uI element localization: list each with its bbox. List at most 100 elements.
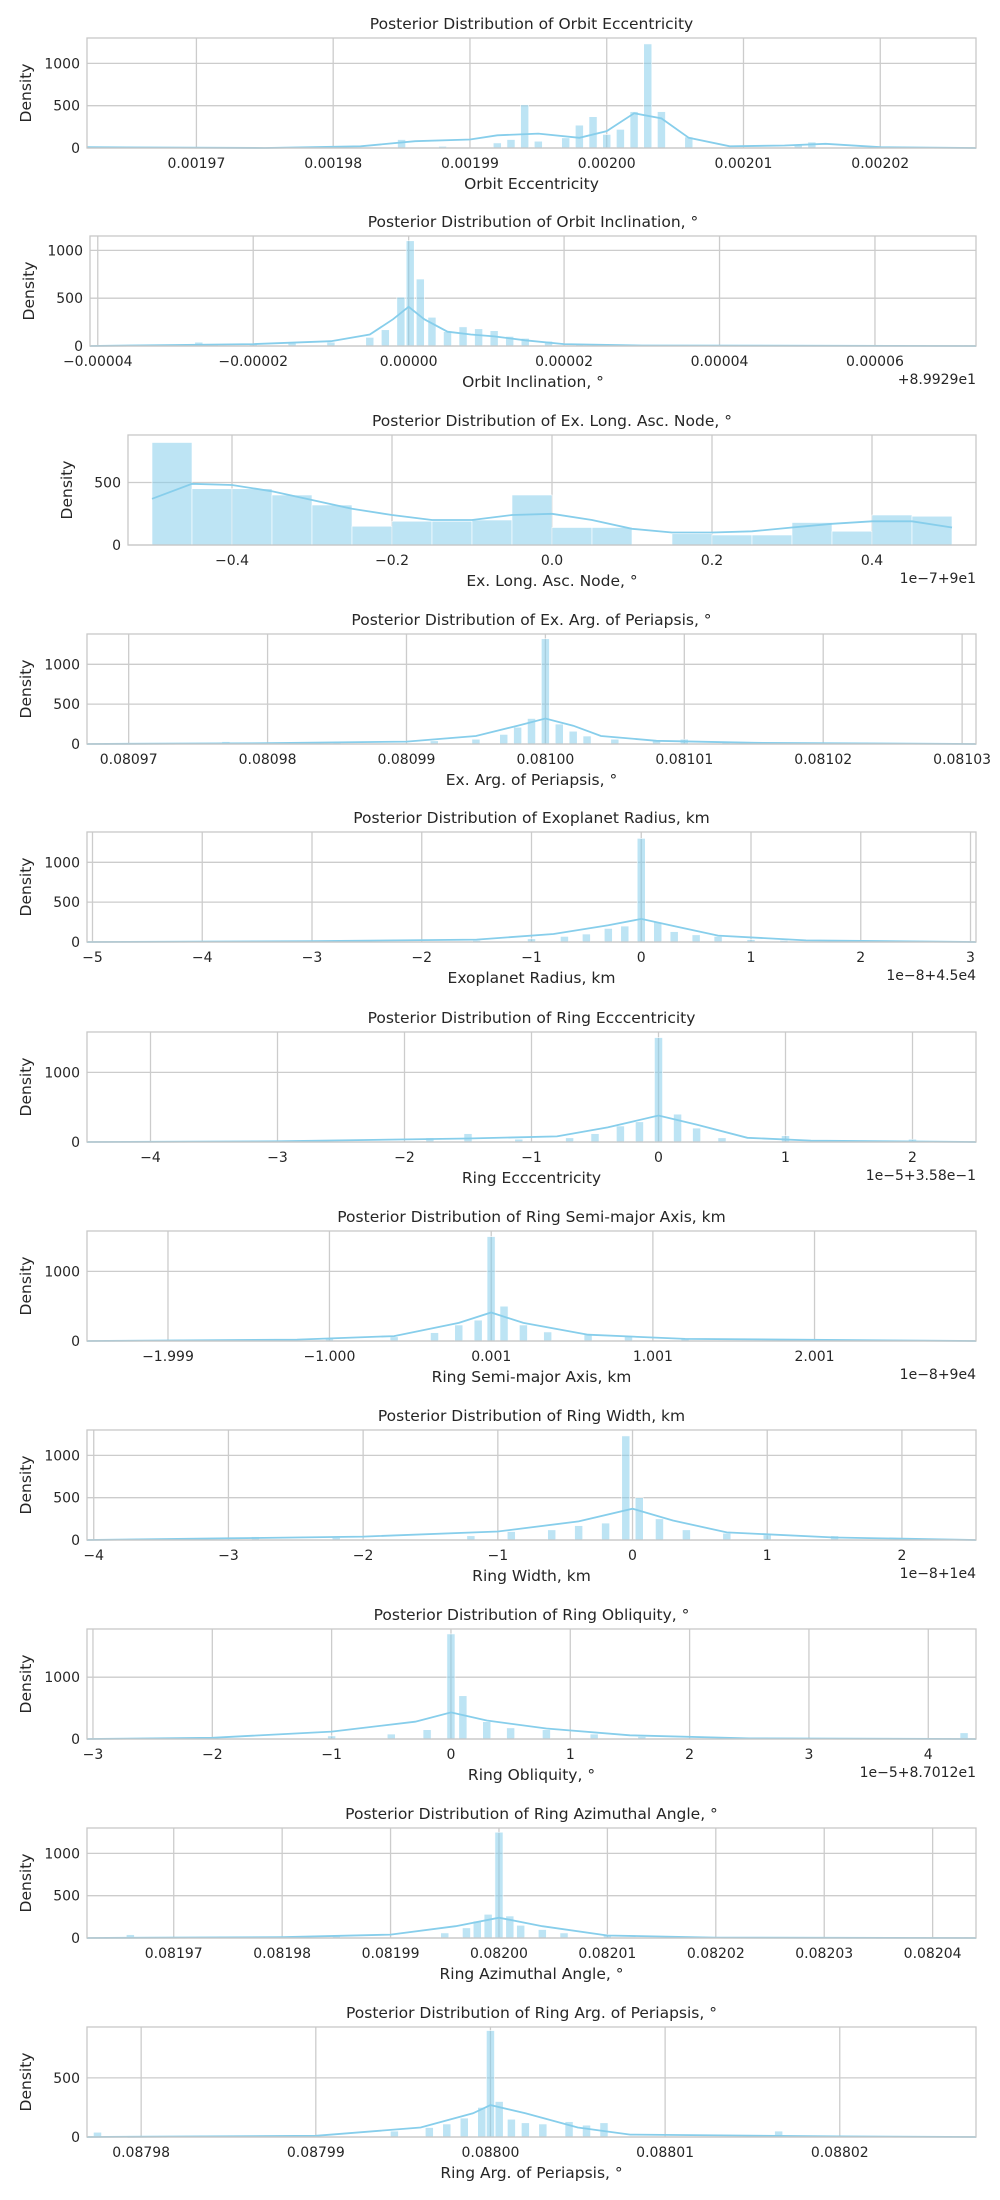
histogram-bar bbox=[511, 494, 553, 546]
histogram-bar bbox=[582, 2124, 591, 2138]
x-tick-label: 0.00197 bbox=[167, 156, 225, 172]
x-tick-label: −1.999 bbox=[142, 1349, 194, 1365]
chart-title: Posterior Distribution of Ring Obliquity… bbox=[374, 1606, 690, 1624]
y-tick-label: 0 bbox=[71, 2130, 80, 2146]
x-tick-label: 0.08102 bbox=[794, 752, 852, 768]
y-tick-label: 500 bbox=[53, 2071, 80, 2087]
x-tick-label: 0.00004 bbox=[691, 354, 749, 370]
chart-title: Posterior Distribution of Ring Width, km bbox=[378, 1407, 685, 1425]
y-tick-label: 0 bbox=[74, 339, 83, 355]
histogram-bar bbox=[673, 1113, 682, 1143]
x-tick-label: 1 bbox=[763, 1548, 772, 1564]
chart-title: Posterior Distribution of Ring Semi-majo… bbox=[337, 1208, 725, 1226]
kde-curve bbox=[86, 1311, 977, 1342]
y-tick-label: 500 bbox=[53, 895, 80, 911]
x-tick-label: −2 bbox=[411, 950, 432, 966]
histogram-bar bbox=[521, 2122, 530, 2138]
x-tick-label: 4 bbox=[924, 1747, 933, 1763]
y-tick-label: 1000 bbox=[44, 1065, 80, 1081]
x-tick-label: 0.08798 bbox=[112, 2145, 170, 2161]
histogram-bar bbox=[590, 1133, 600, 1143]
x-tick-label: 3 bbox=[966, 950, 975, 966]
histogram-bar bbox=[533, 140, 543, 149]
subplot-1: 0.00197 0.00198 0.00199 0.00200 0.00201 0.002… bbox=[17, 15, 977, 193]
y-tick-label: 1000 bbox=[44, 56, 80, 72]
y-tick-label: 1000 bbox=[44, 1448, 80, 1464]
x-tick-label: 0.001 bbox=[471, 1349, 511, 1365]
y-axis-label: Density bbox=[17, 1655, 35, 1714]
x-tick-label: −1 bbox=[521, 950, 542, 966]
y-axis-label: Density bbox=[17, 1058, 35, 1117]
kde-curve bbox=[151, 482, 953, 534]
chart-title: Posterior Distribution of Exoplanet Radi… bbox=[353, 809, 710, 827]
histogram-bar bbox=[541, 638, 550, 745]
x-tick-label: −0.00002 bbox=[218, 354, 288, 370]
histogram-bar bbox=[559, 1932, 569, 1939]
histogram-bar bbox=[621, 1435, 631, 1541]
x-tick-label: 0.08200 bbox=[470, 1946, 528, 1962]
x-axis-label: Exoplanet Radius, km bbox=[448, 969, 616, 987]
histogram-bar bbox=[472, 1920, 482, 1939]
x-axis-label: Ring Obliquity, ° bbox=[468, 1766, 595, 1784]
plot-frame bbox=[86, 1628, 977, 1740]
y-tick-label: 500 bbox=[94, 476, 121, 492]
x-tick-label: 0 bbox=[446, 1747, 455, 1763]
chart-title: Posterior Distribution of Ring Azimuthal… bbox=[345, 1805, 718, 1823]
histogram-bar bbox=[520, 104, 530, 149]
subplot-5: −5 −4 −3 −2 −1 0 1 2 3 0 500 1000 Posterior Distribu… bbox=[17, 809, 977, 987]
histogram-bar bbox=[691, 934, 701, 943]
x-tick-label: 0.08103 bbox=[933, 752, 991, 768]
histogram-bar bbox=[516, 1925, 525, 1939]
x-axis-label: Orbit Inclination, ° bbox=[462, 373, 604, 391]
histogram-bar bbox=[477, 2107, 487, 2138]
histogram-bar bbox=[365, 337, 375, 347]
histogram-bar bbox=[671, 533, 713, 546]
y-axis-label: Density bbox=[17, 1854, 35, 1913]
histogram-bar bbox=[386, 1733, 396, 1740]
histogram-bar bbox=[722, 1532, 732, 1541]
plot-frame bbox=[89, 235, 977, 347]
x-tick-label: 0 bbox=[654, 1150, 663, 1166]
plot-frame bbox=[86, 1031, 977, 1143]
histogram-bar bbox=[831, 530, 873, 546]
y-tick-label: 0 bbox=[71, 141, 80, 157]
histogram-bar bbox=[669, 931, 679, 943]
histogram-bar bbox=[506, 139, 516, 149]
chart-title: Posterior Distribution of Ex. Long. Asc.… bbox=[372, 412, 732, 430]
axis-offset-label: 1e−5+3.58e−1 bbox=[866, 1168, 976, 1184]
y-axis-label: Density bbox=[58, 461, 76, 520]
x-tick-label: −4 bbox=[83, 1548, 104, 1564]
y-axis-label: Density bbox=[17, 858, 35, 917]
x-tick-label: −3 bbox=[83, 1747, 104, 1763]
axis-offset-label: +8.9929e1 bbox=[898, 372, 976, 388]
histogram-bar bbox=[582, 933, 591, 943]
histogram-bar bbox=[713, 936, 723, 943]
histogram-bar bbox=[424, 2127, 434, 2138]
x-tick-label: 0.08097 bbox=[100, 752, 158, 768]
x-tick-label: −3 bbox=[267, 1150, 288, 1166]
subplot-2: −0.00004 −0.00002 0.00000 0.00002 0.00004 0.0… bbox=[20, 213, 977, 391]
x-tick-label: 0.08197 bbox=[145, 1946, 203, 1962]
x-tick-label: 0.08802 bbox=[811, 2145, 869, 2161]
histogram-bar bbox=[486, 1236, 496, 1342]
kde-curve bbox=[86, 2104, 977, 2138]
histogram-bar bbox=[519, 1324, 528, 1342]
x-tick-label: −1 bbox=[321, 1747, 342, 1763]
histogram-bar bbox=[616, 1125, 625, 1143]
x-tick-label: 1.001 bbox=[633, 1349, 673, 1365]
x-tick-label: 1 bbox=[566, 1747, 575, 1763]
x-axis-label: Orbit Eccentricity bbox=[464, 175, 599, 193]
x-tick-label: 2 bbox=[897, 1548, 906, 1564]
subplot-7: −1.999 −1.000 0.001 1.001 2.001 0 1000 Posterio… bbox=[17, 1208, 977, 1386]
kde-curve bbox=[86, 1711, 977, 1740]
histogram-bar bbox=[381, 329, 390, 347]
x-axis-label: Ring Width, km bbox=[472, 1567, 591, 1585]
subplot-6: −4 −3 −2 −1 0 1 2 0 1000 Posterior Distribution o… bbox=[17, 1009, 977, 1187]
histogram-bar bbox=[390, 2130, 399, 2138]
x-tick-label: 0.08800 bbox=[462, 2145, 520, 2161]
y-axis-label: Density bbox=[20, 262, 38, 321]
histogram-bar bbox=[351, 525, 393, 546]
histogram-bar bbox=[574, 1525, 583, 1541]
plot-frame bbox=[86, 37, 977, 149]
